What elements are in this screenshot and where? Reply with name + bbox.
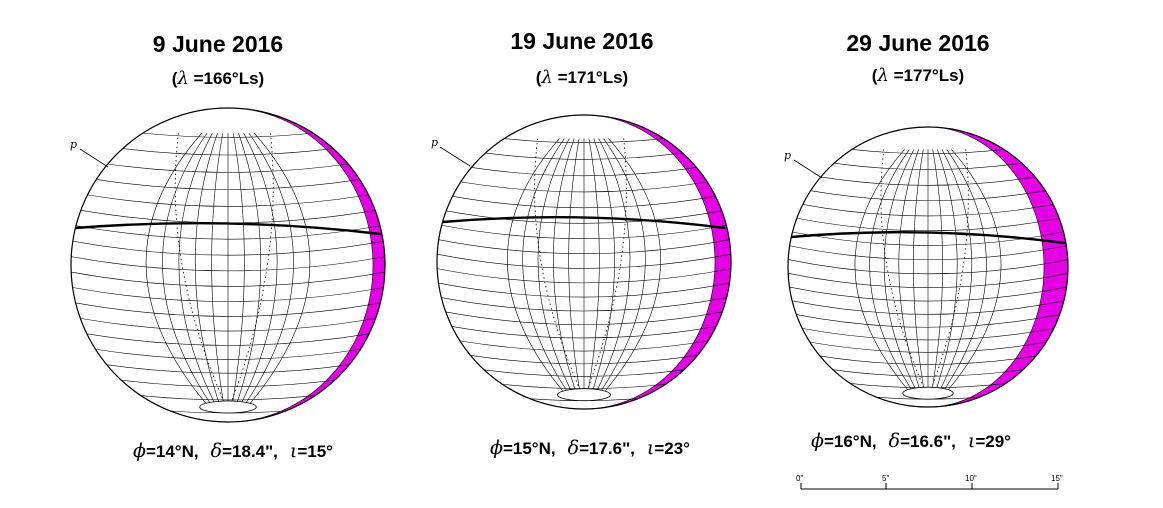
meridian-line <box>595 138 646 399</box>
meridian-line <box>586 138 600 399</box>
solar-longitude: (λ =166°Ls) <box>171 68 265 89</box>
panel-2: 19 June 2016 (λ =171°Ls) p ϕ=15°N, δ=17.6… <box>390 0 780 508</box>
scale-tick-label: 15" <box>1051 474 1063 483</box>
latitude-value: =16°N, <box>823 432 877 451</box>
scale-tick-label: 10" <box>965 474 977 483</box>
dotted-meridian <box>227 133 274 412</box>
meridian-line <box>883 149 920 398</box>
observation-parameters: ϕ=14°N, δ=18.4", ι=15° <box>63 440 403 462</box>
panel-title: 19 June 2016 <box>510 28 654 54</box>
panel-title: 9 June 2016 <box>152 31 284 57</box>
globe-lines <box>788 127 1068 407</box>
meridian-line <box>913 149 926 398</box>
dotted-meridian <box>174 133 229 412</box>
globe-grid <box>436 114 732 410</box>
angular-scale-bar: 0" 5" 10" 15" <box>796 474 1063 490</box>
pole-label: p <box>70 138 77 151</box>
meridian-line <box>936 149 973 398</box>
latitude-value: =15°N, <box>502 439 556 458</box>
latitude-value: =14°N, <box>145 442 199 461</box>
globe-grid <box>70 107 386 423</box>
pole-pointer <box>439 146 471 167</box>
meridian-line <box>194 133 223 412</box>
meridian-line <box>941 149 1002 398</box>
meridian-line <box>537 138 576 399</box>
meridian-line <box>237 132 278 412</box>
diameter-value: =18.4", <box>222 442 278 461</box>
pole-pointer <box>793 159 823 179</box>
meridian-line <box>598 138 661 399</box>
lambda-symbol: λ <box>177 68 189 89</box>
south-polar-cap <box>199 400 257 414</box>
phi-symbol: ϕ <box>811 430 824 452</box>
meridian-line <box>854 149 915 398</box>
panel-3: 29 June 2016 (λ =177°Ls) p ϕ=16°N, δ=16.6… <box>770 0 1163 508</box>
dotted-meridian <box>534 138 585 399</box>
solar-longitude: (λ =177°Ls) <box>871 65 965 86</box>
globe-lines <box>71 108 385 422</box>
south-polar-cap <box>557 388 611 402</box>
globe-limb <box>787 126 1069 408</box>
globe-limb <box>70 107 386 423</box>
meridian-line <box>592 138 631 399</box>
planet-globe: p <box>431 114 732 410</box>
scale-tick-label: 5" <box>882 474 889 483</box>
globe-limb <box>436 114 732 410</box>
iota-symbol: ι <box>289 440 298 462</box>
pole-label: p <box>784 149 791 162</box>
terminator-shading <box>227 108 385 422</box>
diameter-value: =17.6", <box>579 439 635 458</box>
meridian-line <box>145 132 213 412</box>
pole-pointer <box>79 148 109 168</box>
lambda-symbol: λ <box>541 67 553 88</box>
delta-symbol: δ <box>888 430 901 452</box>
observation-parameters: ϕ=15°N, δ=17.6", ι=23° <box>420 437 760 459</box>
globe-grid <box>787 126 1069 408</box>
phi-symbol: ϕ <box>490 437 503 459</box>
meridian-line <box>211 133 226 412</box>
south-polar-cap <box>902 386 954 400</box>
lambda-symbol: λ <box>877 65 889 86</box>
phase-angle-value: =29° <box>975 432 1011 451</box>
meridian-line <box>162 132 216 412</box>
meridian-line <box>553 138 579 399</box>
iota-symbol: ι <box>646 437 655 459</box>
delta-symbol: δ <box>210 440 223 462</box>
pole-label: p <box>431 136 438 149</box>
observation-parameters: ϕ=16°N, δ=16.6", ι=29° <box>741 430 1081 452</box>
diameter-value: =16.6", <box>900 432 956 451</box>
meridian-line <box>938 149 987 398</box>
meridian-line <box>933 149 958 398</box>
planet-globe: p <box>70 107 386 423</box>
meridian-line <box>178 132 219 412</box>
meridian-line <box>869 149 918 398</box>
meridian-line <box>243 132 311 412</box>
phi-symbol: ϕ <box>133 440 146 462</box>
panel-title: 29 June 2016 <box>846 30 990 56</box>
meridian-line <box>230 133 245 412</box>
delta-symbol: δ <box>567 437 580 459</box>
meridian-line <box>240 132 294 412</box>
meridian-line <box>233 133 262 412</box>
meridian-line <box>930 149 943 398</box>
globe-lines <box>437 115 731 409</box>
meridian-line <box>522 138 573 399</box>
meridian-line <box>898 149 923 398</box>
dotted-meridian <box>583 138 627 399</box>
meridian-line <box>589 138 615 399</box>
phase-angle-value: =15° <box>297 442 333 461</box>
iota-symbol: ι <box>967 430 976 452</box>
planet-globe: p <box>784 126 1069 408</box>
panel-1: 9 June 2016 (λ =166°Ls) p ϕ=14°N, δ=18.4"… <box>0 0 390 508</box>
solar-longitude: (λ =171°Ls) <box>535 67 629 88</box>
meridian-line <box>568 138 582 399</box>
scale-tick-label: 0" <box>796 474 803 483</box>
phase-angle-value: =23° <box>654 439 690 458</box>
